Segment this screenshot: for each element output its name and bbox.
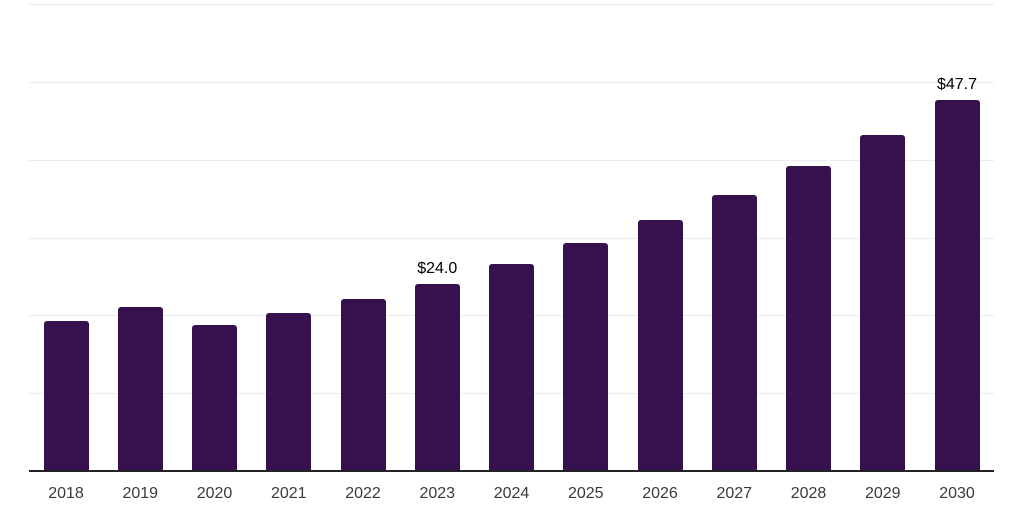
bar-2025 (563, 242, 609, 471)
x-axis-tick-label: 2026 (642, 485, 678, 502)
gridline (29, 82, 994, 83)
x-axis-tick-label: 2024 (493, 485, 530, 502)
x-axis-tick-label: 2018 (48, 485, 84, 502)
x-axis-tick-label: 2027 (716, 485, 753, 502)
x-axis-tick-label: 2025 (567, 485, 604, 502)
bar-2023 (414, 284, 460, 471)
bar-2022 (340, 298, 386, 471)
x-axis-line (29, 470, 994, 472)
bar-2019 (117, 306, 163, 471)
x-axis-tick-label: 2029 (864, 485, 901, 502)
bar-2028 (786, 165, 831, 471)
bar-2026 (637, 220, 683, 471)
gridline (29, 4, 994, 5)
x-axis-tick-label: 2021 (270, 485, 307, 502)
x-axis-tick-label: 2020 (196, 485, 233, 502)
bar-2018 (43, 320, 89, 471)
bar-value-label: $47.7 (936, 75, 978, 93)
bar-2030 (934, 99, 980, 471)
bar-2021 (266, 312, 312, 471)
gridline (29, 238, 994, 239)
bar-2029 (860, 134, 906, 471)
x-axis-tick-label: 2019 (122, 485, 159, 502)
x-axis-tick-label: 2023 (419, 485, 456, 502)
bar-2024 (489, 263, 534, 471)
bar-2027 (711, 195, 757, 471)
bar-value-label: $24.0 (417, 260, 458, 278)
x-axis-tick-label: 2030 (939, 485, 975, 502)
bar-2020 (192, 324, 237, 471)
x-axis-tick-label: 2022 (345, 485, 381, 502)
x-axis-tick-label: 2028 (790, 485, 827, 502)
gridline (29, 160, 994, 161)
